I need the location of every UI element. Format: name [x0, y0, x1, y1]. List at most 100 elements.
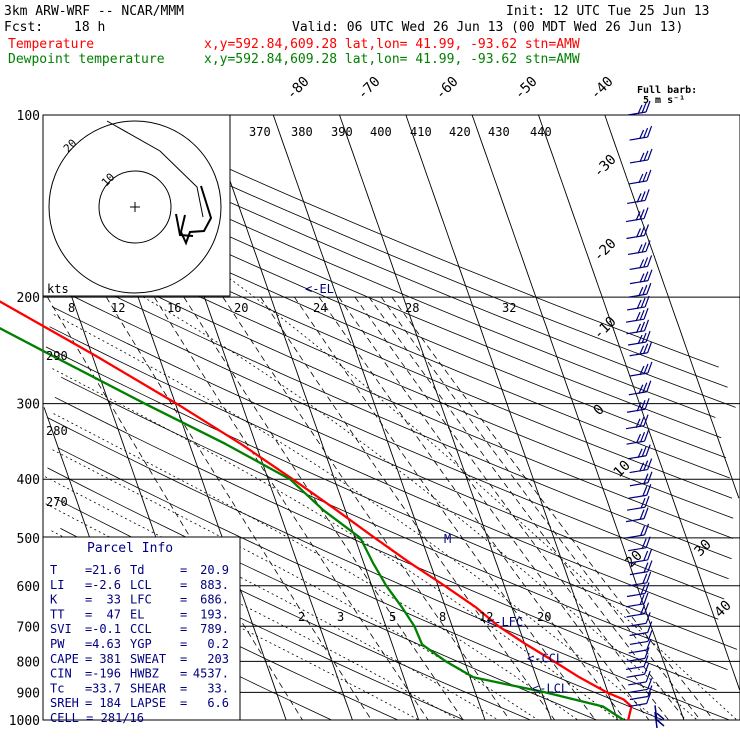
parcel-cell-label: CELL = [50, 711, 93, 725]
wind-barb [654, 711, 665, 729]
mixing-ratio-label: 12 [479, 610, 493, 624]
parcel-row-label: Tc [50, 681, 64, 695]
wind-barb-feather [638, 384, 644, 394]
wind-barb-staff [654, 705, 658, 722]
parcel-row-value: -196 [92, 667, 121, 681]
wind-barb [625, 307, 649, 323]
wind-barb-feather [643, 460, 649, 471]
pressure-tick-label: 900 [17, 686, 40, 701]
wind-barb-feather [646, 692, 652, 704]
moist-adiabat-line [95, 269, 698, 721]
dry-adiabat-line [47, 467, 597, 721]
wind-barb-staff [626, 330, 645, 335]
wind-barb-feather [635, 211, 641, 221]
isentrope-label: 280 [46, 424, 68, 438]
wind-barb [629, 269, 653, 285]
parcel-row-value: 4.63 [92, 637, 121, 651]
wind-barb-staff [628, 547, 647, 552]
moist-adiabat-line [44, 476, 499, 721]
parcel-row-equals: = [180, 578, 187, 592]
wind-barb [629, 548, 653, 564]
wind-barb-staff [626, 234, 645, 240]
wind-barb-feather [643, 592, 649, 605]
parcel-row-value: 381 [99, 652, 121, 666]
dry-adiabat-line [47, 417, 730, 721]
wind-barb-staff [627, 250, 647, 256]
wind-barb-staff [629, 372, 649, 377]
pressure-tick-label: 200 [17, 291, 40, 306]
wind-barb-feather [643, 655, 649, 667]
wind-barb-feather [647, 621, 653, 633]
mixing-ratio-label: 12 [111, 301, 125, 315]
wind-barb-feather [639, 209, 645, 220]
isentrope-label: 390 [331, 125, 353, 139]
dry-adiabat-line [49, 326, 719, 620]
hodograph-units: kts [47, 282, 69, 296]
dry-adiabat-line [60, 376, 728, 670]
wind-barb-feather [639, 259, 645, 269]
wind-barb-feather [645, 536, 651, 548]
wind-barb-feather [639, 431, 646, 443]
wind-barb-feather [647, 255, 653, 267]
wind-barb-feather [643, 414, 649, 426]
wind-barb [629, 255, 653, 271]
mixing-ratio-label: 28 [405, 301, 419, 315]
mixing-ratio-label: 3 [337, 610, 344, 624]
isotherm-line [471, 114, 685, 721]
wind-barb-feather [644, 295, 650, 308]
parcel-row-label: CAPE [50, 652, 79, 666]
wind-barb-feather [637, 334, 643, 345]
isotherm-label: 10 [611, 458, 634, 481]
parcel-row-value: 4537. [193, 667, 229, 681]
temperature-profile [0, 300, 633, 721]
dry-adiabat-line [57, 447, 664, 721]
parcel-row-equals: = [85, 563, 92, 577]
wind-barb-staff [629, 469, 648, 474]
isentrope-label: 270 [46, 495, 68, 509]
wind-barb-staff [626, 534, 645, 539]
parcel-row-value: 21.6 [92, 563, 121, 577]
parcel-row-equals: = [180, 622, 187, 636]
wind-barb-staff [629, 280, 649, 285]
wind-barb [629, 471, 653, 487]
parcel-row-equals: = [180, 667, 187, 681]
wind-barb [628, 169, 652, 185]
parcel-row-equals: = [85, 622, 92, 636]
mixing-ratio-line [260, 296, 556, 721]
wind-barb-feather [647, 685, 653, 697]
wind-barb-feather [639, 462, 645, 472]
hodograph-frame [42, 114, 231, 297]
mixing-ratio-label: 8 [439, 610, 446, 624]
wind-barb-feather [644, 582, 650, 594]
isotherm-label: -20 [591, 236, 620, 265]
wind-barb [629, 458, 653, 474]
wind-barb-staff [629, 571, 649, 576]
wind-barb-staff [654, 711, 658, 729]
moist-adiabat-line [217, 269, 738, 721]
wind-barb-feather [636, 299, 642, 310]
pressure-tick-label: 700 [17, 620, 40, 635]
wind-barb [628, 444, 651, 460]
mixing-ratio-line [338, 296, 650, 721]
wind-barb-staff [628, 293, 647, 298]
pressure-tick-label: 1000 [9, 714, 40, 729]
wind-barb-feather [646, 169, 652, 182]
wind-barb [626, 319, 650, 335]
wind-barb-feather [646, 282, 652, 295]
isotherm-line [206, 114, 420, 721]
hodograph-trace [106, 120, 204, 218]
wind-barb-feather [645, 330, 651, 343]
wind-barb-feather [643, 602, 650, 614]
wind-barb-feather [647, 548, 653, 561]
wind-barb [628, 536, 651, 552]
wind-barb [626, 224, 650, 240]
moist-adiabat-line [51, 530, 419, 721]
wind-barb-feather [641, 538, 647, 549]
wind-barb [626, 582, 650, 598]
mixing-ratio-label: 20 [234, 301, 248, 315]
mixing-ratio-label: 24 [313, 301, 327, 315]
wind-barb-feather [640, 584, 646, 595]
dewpoint-profile [0, 326, 625, 721]
wind-barb [628, 484, 652, 499]
